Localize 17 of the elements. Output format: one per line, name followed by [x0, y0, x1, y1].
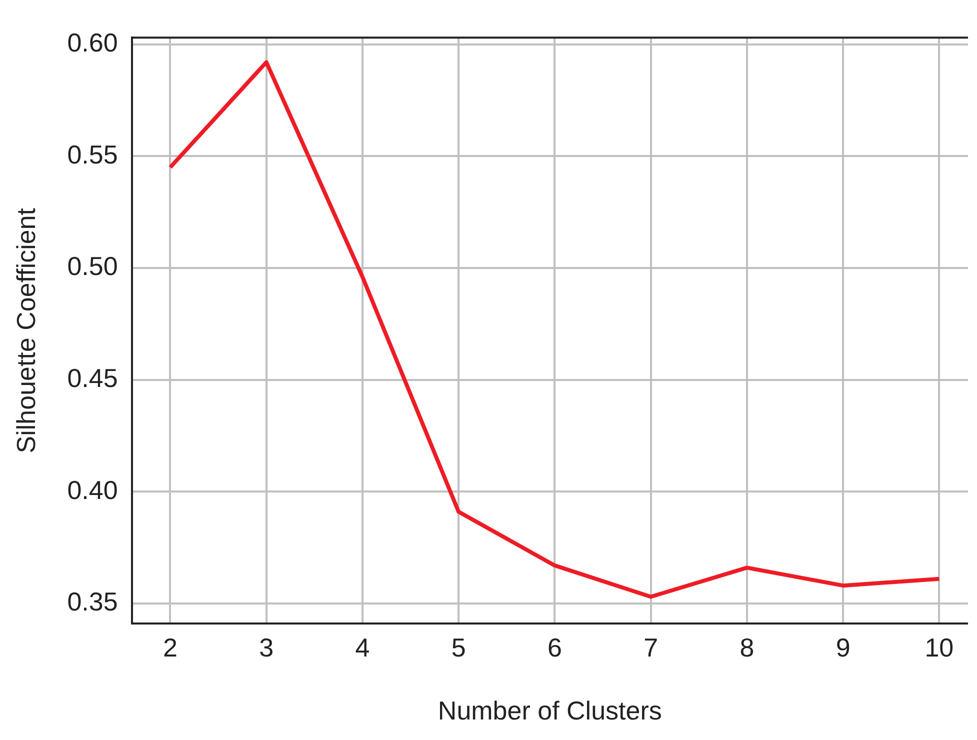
y-tick-label: 0.50: [67, 251, 118, 282]
y-axis-title: Silhouette Coefficient: [10, 207, 41, 454]
x-tick-label: 6: [547, 632, 562, 662]
x-tick-label: 4: [355, 632, 370, 662]
x-tick-label: 8: [740, 632, 754, 662]
x-tick-label: 10: [924, 632, 954, 662]
x-tick-label: 9: [836, 632, 850, 662]
x-tick-label: 3: [259, 632, 274, 662]
x-tick-label: 5: [451, 632, 466, 662]
y-tick-label: 0.40: [67, 474, 118, 505]
x-tick-label: 7: [644, 632, 658, 662]
y-tick-label: 0.35: [67, 586, 118, 617]
y-tick-label: 0.55: [67, 139, 118, 170]
y-tick-label: 0.45: [67, 362, 118, 393]
x-tick-label: 2: [163, 632, 178, 662]
y-tick-label: 0.60: [67, 27, 118, 58]
x-axis-title: Number of Clusters: [438, 696, 662, 726]
